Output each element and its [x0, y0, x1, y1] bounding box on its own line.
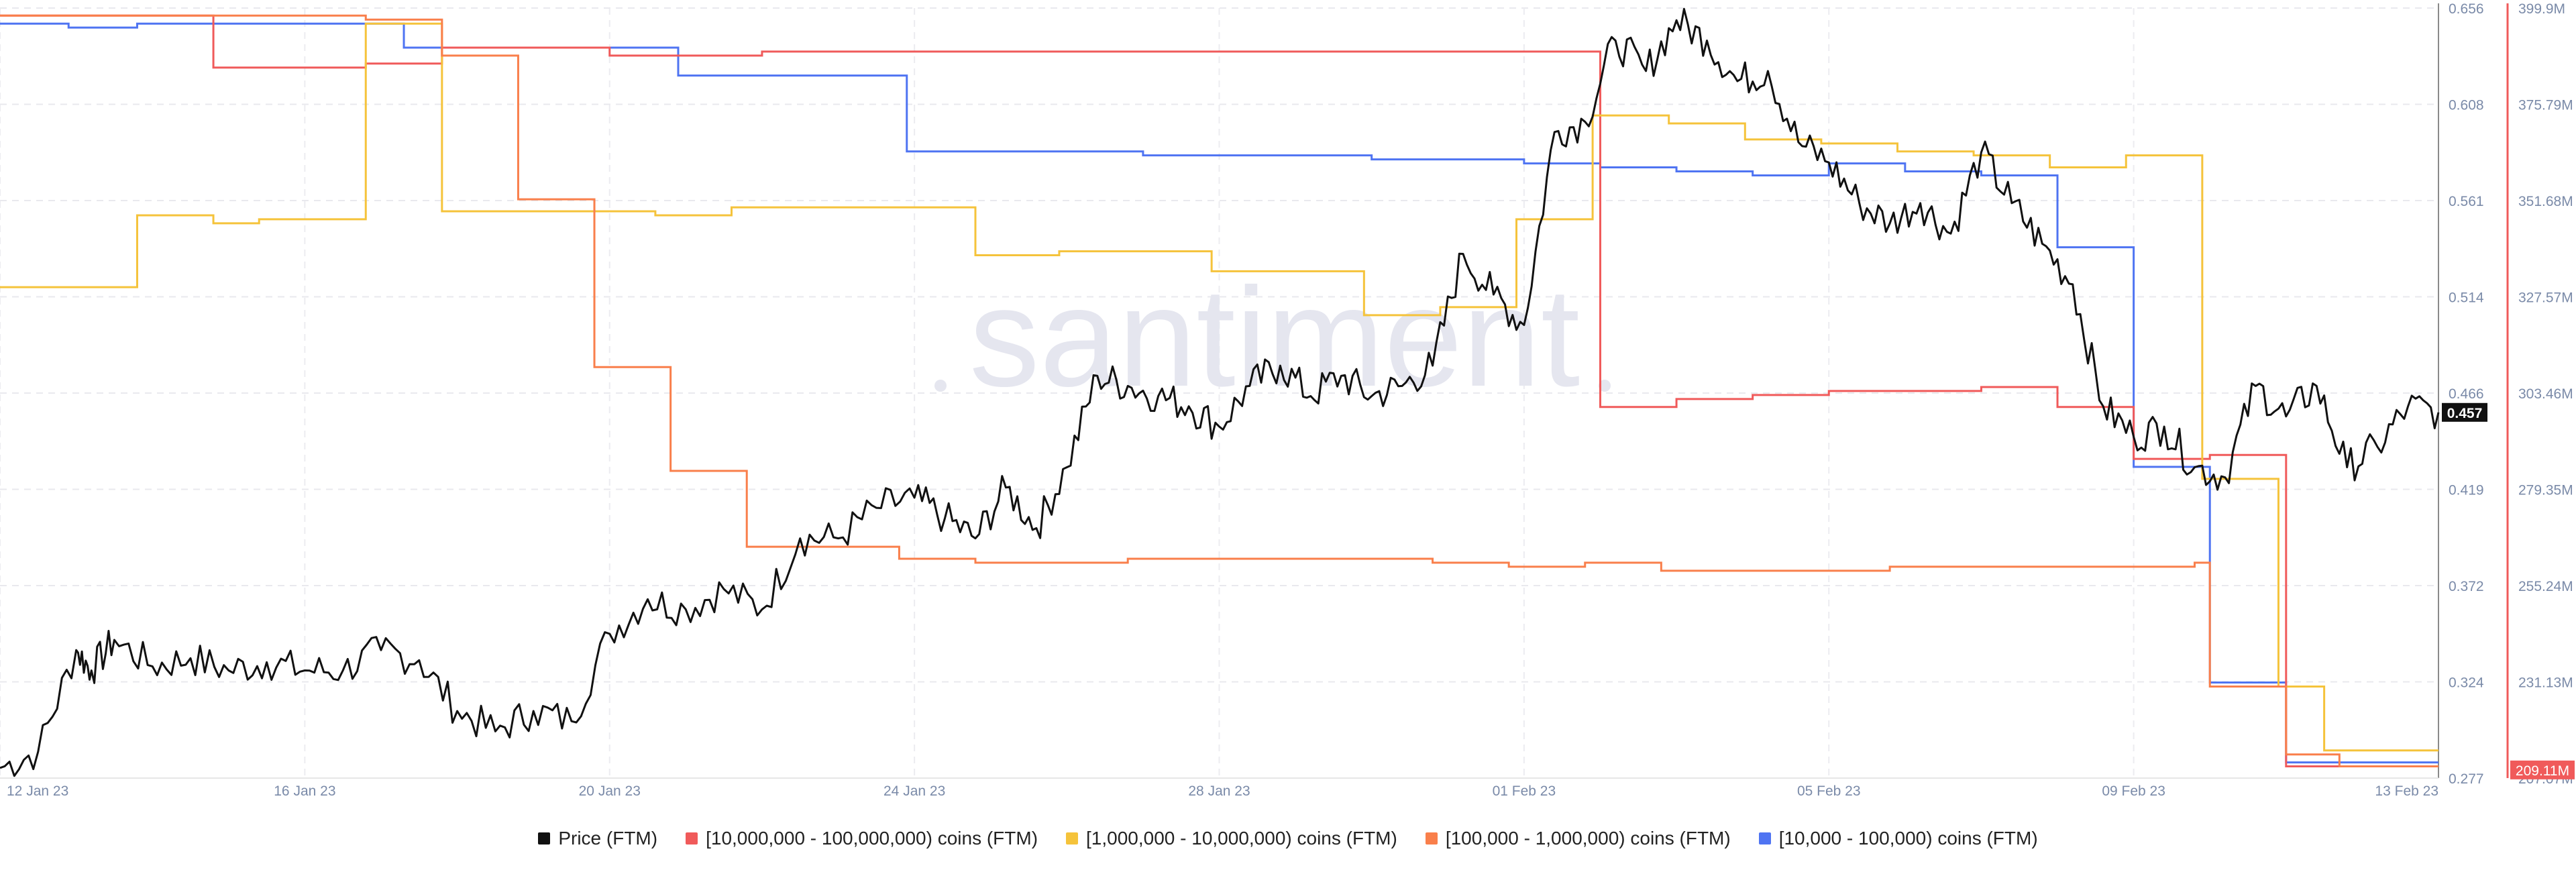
- price-tick-label: 0.514: [2449, 290, 2484, 306]
- legend: Price (FTM) [10,000,000 - 100,000,000) co…: [0, 822, 2576, 855]
- watermark-dot-left: [934, 380, 947, 392]
- series-line-0: [0, 22, 2438, 764]
- price-tick-label: 0.277: [2449, 771, 2484, 787]
- legend-item-2[interactable]: [1,000,000 - 10,000,000) coins (FTM): [1066, 828, 1397, 849]
- series-line-1: [0, 14, 2438, 768]
- watermark-dot-right: [1599, 380, 1611, 392]
- x-tick-label: 12 Jan 23: [7, 783, 68, 799]
- watermark-dots: [934, 380, 1611, 392]
- current-value-labels: 0.457 209.11M: [2442, 402, 2575, 779]
- supply-tick-label: 279.35M: [2518, 483, 2573, 498]
- legend-label: [100,000 - 1,000,000) coins (FTM): [1445, 828, 1731, 849]
- supply-tick-label: 351.68M: [2518, 194, 2573, 209]
- series-line-3: [0, 14, 2438, 768]
- legend-label: [1,000,000 - 10,000,000) coins (FTM): [1086, 828, 1397, 849]
- grid-lines: [0, 7, 2438, 779]
- legend-swatch: [686, 832, 698, 844]
- price-current-label-bg: [2442, 402, 2487, 422]
- series-layer: [0, 14, 2438, 768]
- price-layer: [0, 7, 2440, 777]
- legend-item-1[interactable]: [10,000,000 - 100,000,000) coins (FTM): [686, 828, 1038, 849]
- supply-tick-label: 399.9M: [2518, 1, 2565, 17]
- price-tick-label: 0.324: [2449, 675, 2484, 691]
- supply-current-label: 209.11M: [2516, 763, 2569, 779]
- supply-tick-label: 327.57M: [2518, 290, 2573, 306]
- legend-item-0[interactable]: Price (FTM): [538, 828, 657, 849]
- x-tick-label: 24 Jan 23: [883, 783, 945, 799]
- x-tick-label: 28 Jan 23: [1188, 783, 1250, 799]
- price-tick-label: 0.608: [2449, 98, 2484, 113]
- chart-svg: santiment 12 Jan 23 16 Jan 23 20 Jan 23 24 …: [0, 1, 2575, 799]
- price-line: [0, 7, 2440, 777]
- price-tick-label: 0.372: [2449, 579, 2484, 594]
- x-tick-labels: 12 Jan 23 16 Jan 23 20 Jan 23 24 Jan 23 28 J…: [7, 783, 2438, 799]
- x-tick-label: 13 Feb 23: [2375, 783, 2438, 799]
- watermark-text: santiment: [969, 258, 1580, 416]
- x-tick-label: 20 Jan 23: [579, 783, 641, 799]
- price-current-label: 0.457: [2447, 406, 2483, 421]
- supply-tick-label: 255.24M: [2518, 579, 2573, 594]
- x-tick-label: 09 Feb 23: [2102, 783, 2165, 799]
- x-tick-label: 05 Feb 23: [1797, 783, 1861, 799]
- legend-label: [10,000,000 - 100,000,000) coins (FTM): [706, 828, 1038, 849]
- price-tick-label: 0.656: [2449, 1, 2484, 17]
- legend-swatch: [1758, 832, 1771, 844]
- legend-swatch: [1425, 832, 1438, 844]
- legend-swatch: [538, 832, 551, 844]
- legend-item-3[interactable]: [100,000 - 1,000,000) coins (FTM): [1425, 828, 1731, 849]
- supply-tick-label: 303.46M: [2518, 386, 2573, 402]
- price-tick-label: 0.466: [2449, 386, 2484, 402]
- price-tick-label: 0.419: [2449, 483, 2484, 498]
- price-tick-label: 0.561: [2449, 194, 2484, 209]
- supply-current-label-bg: [2510, 760, 2575, 779]
- legend-swatch: [1066, 832, 1079, 844]
- price-tick-labels: 0.656 0.608 0.561 0.514 0.466 0.419 0.372 0.324…: [2449, 1, 2484, 787]
- supply-tick-labels: 399.9M 375.79M 351.68M 327.57M 303.46M 279.35…: [2518, 1, 2573, 787]
- supply-tick-label: 375.79M: [2518, 98, 2573, 113]
- legend-label: [10,000 - 100,000) coins (FTM): [1778, 828, 2038, 849]
- x-tick-label: 16 Jan 23: [274, 783, 335, 799]
- series-line-2: [0, 22, 2438, 752]
- supply-tick-label: 231.13M: [2518, 675, 2573, 691]
- legend-label: Price (FTM): [558, 828, 658, 849]
- legend-item-4[interactable]: [10,000 - 100,000) coins (FTM): [1758, 828, 2038, 849]
- x-tick-label: 01 Feb 23: [1493, 783, 1556, 799]
